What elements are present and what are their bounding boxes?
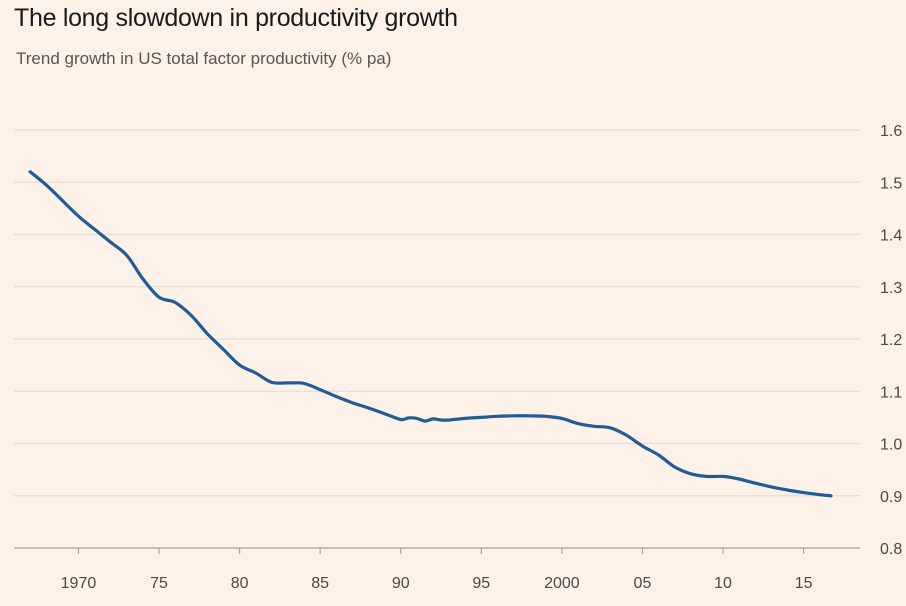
y-tick-label: 1.1 — [880, 384, 902, 401]
x-tick-label: 90 — [392, 575, 410, 592]
y-tick-label: 1.2 — [880, 332, 902, 349]
x-tick-label: 2000 — [544, 575, 580, 592]
y-tick-label: 1.3 — [880, 280, 902, 297]
series-layer — [28, 170, 833, 498]
y-tick-label: 0.8 — [880, 541, 902, 558]
x-tick-label: 05 — [634, 575, 652, 592]
y-tick-label: 0.9 — [880, 489, 902, 506]
y-tick-label: 1.4 — [880, 228, 902, 245]
gridlines — [14, 129, 860, 549]
x-tick-label: 10 — [714, 575, 732, 592]
x-tick-label: 1970 — [61, 575, 97, 592]
x-tick-label: 85 — [311, 575, 329, 592]
chart-title: The long slowdown in productivity growth — [14, 4, 458, 32]
x-tick-labels: 1970 75 80 85 90 95 2000 05 10 15 — [61, 548, 813, 592]
x-tick-label: 95 — [472, 575, 490, 592]
chart-subtitle: Trend growth in US total factor producti… — [16, 49, 392, 68]
x-tick-label: 75 — [150, 575, 168, 592]
y-tick-label: 1.6 — [880, 123, 902, 140]
y-tick-labels: 0.8 0.9 1.0 1.1 1.2 1.3 1.4 1.5 1.6 — [880, 123, 902, 558]
series-line — [28, 170, 833, 498]
x-tick-label: 80 — [231, 575, 249, 592]
x-tick-label: 15 — [795, 575, 813, 592]
y-tick-label: 1.0 — [880, 437, 902, 454]
y-tick-label: 1.5 — [880, 175, 902, 192]
